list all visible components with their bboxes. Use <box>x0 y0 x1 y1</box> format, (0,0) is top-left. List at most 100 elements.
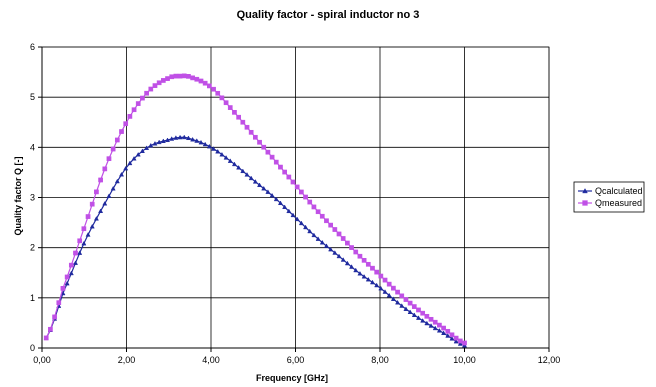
data-point <box>457 341 463 346</box>
data-point <box>353 249 359 255</box>
data-point <box>106 156 112 162</box>
data-point <box>110 146 116 152</box>
legend: Qcalculated Qmeasured <box>573 181 645 213</box>
data-point <box>257 182 263 188</box>
data-point <box>160 78 166 83</box>
data-point <box>424 313 430 319</box>
data-point <box>81 226 87 232</box>
data-point <box>248 129 254 135</box>
data-point <box>353 267 359 273</box>
legend-marker <box>582 200 588 206</box>
data-point <box>52 314 57 320</box>
legend-label: Qcalculated <box>595 186 643 196</box>
x-tick-label: 12,00 <box>538 355 561 365</box>
data-point <box>227 105 233 110</box>
data-point <box>311 232 317 238</box>
data-point <box>457 338 463 344</box>
data-point <box>453 338 459 344</box>
data-point <box>374 269 380 275</box>
data-point <box>98 177 103 183</box>
data-point <box>123 165 129 171</box>
data-point <box>349 245 354 250</box>
data-point <box>185 135 191 141</box>
legend-label: Qmeasured <box>595 198 642 208</box>
data-point <box>332 227 338 232</box>
data-point <box>169 74 175 80</box>
data-point <box>98 208 104 213</box>
chart-title: Quality factor - spiral inductor no 3 <box>237 9 420 21</box>
data-point <box>378 285 384 291</box>
data-point <box>261 144 267 150</box>
data-point <box>123 121 129 127</box>
data-point <box>324 218 329 224</box>
data-point <box>311 204 317 210</box>
data-point <box>386 281 392 287</box>
data-point <box>441 330 447 336</box>
y-tick-label: 1 <box>30 293 35 303</box>
data-point <box>382 277 388 283</box>
data-point <box>315 236 321 241</box>
data-point <box>164 137 171 143</box>
data-point <box>411 304 417 309</box>
data-point <box>43 335 49 341</box>
data-point <box>432 325 438 331</box>
data-point <box>127 114 133 119</box>
data-point <box>294 184 300 190</box>
data-point <box>273 196 279 202</box>
data-point <box>290 179 296 185</box>
data-point <box>453 335 459 341</box>
data-point <box>441 325 446 331</box>
data-point <box>253 134 258 140</box>
data-point <box>140 95 145 101</box>
data-point <box>207 83 212 89</box>
data-point <box>131 155 137 161</box>
data-point <box>94 189 99 195</box>
data-point <box>307 199 313 205</box>
data-point <box>127 160 133 166</box>
data-point <box>131 107 137 113</box>
data-point <box>303 194 308 200</box>
data-point <box>173 73 179 79</box>
data-point <box>223 100 229 106</box>
data-point <box>369 279 376 285</box>
data-point <box>336 253 342 259</box>
data-point <box>236 114 241 120</box>
data-point <box>194 138 200 143</box>
data-point <box>56 300 62 306</box>
data-point <box>252 179 258 184</box>
data-point <box>265 189 271 194</box>
data-point <box>344 260 350 266</box>
x-tick-label: 0,00 <box>33 355 51 365</box>
data-point <box>340 257 346 262</box>
plot-area: 0 1 2 3 4 5 6 0,00 2,00 4,00 6,00 8,00 10,00 12,00 <box>30 42 560 365</box>
data-point <box>119 129 124 134</box>
data-point <box>144 90 149 96</box>
data-point <box>73 250 78 256</box>
x-tick-label: 6,00 <box>287 355 305 365</box>
data-point <box>395 299 401 305</box>
data-point <box>349 264 355 269</box>
data-point <box>68 262 74 268</box>
data-point <box>407 300 413 306</box>
data-point <box>215 90 221 96</box>
data-point <box>227 158 233 163</box>
x-tick-label: 10,00 <box>453 355 476 365</box>
y-tick-label: 0 <box>30 343 35 353</box>
data-point <box>265 149 271 155</box>
data-point <box>323 243 329 248</box>
data-point <box>428 323 434 328</box>
data-point <box>190 136 196 142</box>
data-point <box>89 201 95 207</box>
data-point <box>403 306 409 311</box>
data-point <box>286 208 292 214</box>
x-tick-label: 4,00 <box>202 355 220 365</box>
x-axis-title: Frequency [GHz] <box>256 373 328 383</box>
data-point <box>144 145 150 150</box>
data-point <box>298 220 304 226</box>
data-point <box>319 239 325 245</box>
data-point <box>361 257 367 263</box>
data-point <box>411 312 417 317</box>
data-point <box>240 119 246 125</box>
data-point <box>437 322 442 328</box>
data-point <box>160 138 166 144</box>
